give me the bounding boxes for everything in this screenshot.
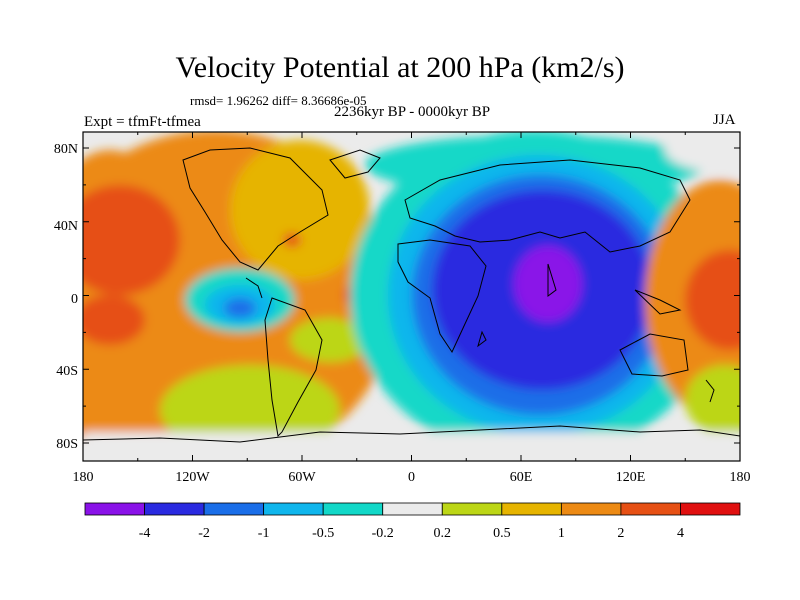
season-label: JJA bbox=[713, 112, 736, 128]
colorbar-label: 0.2 bbox=[434, 526, 452, 541]
rmsd-stats: rmsd= 1.96262 diff= 8.36686e-05 bbox=[190, 93, 367, 108]
colorbar-segment bbox=[322, 502, 384, 516]
colorbar-segment bbox=[144, 502, 205, 516]
x-axis-label: 180 bbox=[730, 470, 751, 485]
map-title: Velocity Potential at 200 hPa (km2/s) bbox=[175, 51, 625, 84]
colorbar-segment bbox=[680, 502, 741, 516]
colorbar-label: 2 bbox=[617, 526, 624, 541]
x-axis-label: 120W bbox=[175, 470, 210, 485]
y-axis-label: 40S bbox=[56, 364, 78, 379]
y-axis-label: 80N bbox=[54, 142, 78, 157]
colorbar-segment bbox=[620, 502, 681, 516]
colorbar-label: 4 bbox=[677, 526, 684, 541]
colorbar-segment bbox=[203, 502, 265, 516]
x-axis-label: 60W bbox=[288, 470, 316, 485]
axis-labels: 80N 40N 0 40S 80S 180 120W 60W 0 60E 120E 180 bbox=[54, 142, 751, 485]
colorbar-segment bbox=[441, 502, 503, 516]
colorbar-segment bbox=[501, 502, 562, 516]
x-axis-label: 180 bbox=[73, 470, 94, 485]
experiment-label: Expt = tfmFt-tfmea bbox=[84, 114, 201, 130]
colorbar-label: -0.5 bbox=[312, 526, 334, 541]
contour-field bbox=[83, 132, 740, 461]
x-axis-label: 120E bbox=[616, 470, 646, 485]
colorbar-label: -1 bbox=[258, 526, 270, 541]
colorbar-segment bbox=[560, 502, 622, 516]
colorbar-segment bbox=[84, 502, 145, 516]
y-axis-label: 80S bbox=[56, 437, 78, 452]
x-axis-label: 60E bbox=[510, 470, 533, 485]
colorbar-label: -2 bbox=[198, 526, 210, 541]
coastlines bbox=[83, 147, 740, 443]
colorbar: -4 -2 -1 -0.5 -0.2 0.2 0.5 1 2 4 bbox=[84, 502, 741, 541]
y-axis-label: 40N bbox=[54, 219, 78, 234]
colorbar-segment bbox=[263, 502, 324, 516]
colorbar-label: 1 bbox=[558, 526, 565, 541]
axis-ticks bbox=[82, 132, 741, 461]
colorbar-label: -4 bbox=[139, 526, 151, 541]
colorbar-label: -0.2 bbox=[372, 526, 394, 541]
x-axis-label: 0 bbox=[408, 470, 415, 485]
y-axis-label: 0 bbox=[71, 292, 78, 307]
time-period: 2236kyr BP - 0000kyr BP bbox=[333, 104, 491, 120]
colorbar-segment bbox=[382, 502, 443, 516]
colorbar-label: 0.5 bbox=[493, 526, 511, 541]
